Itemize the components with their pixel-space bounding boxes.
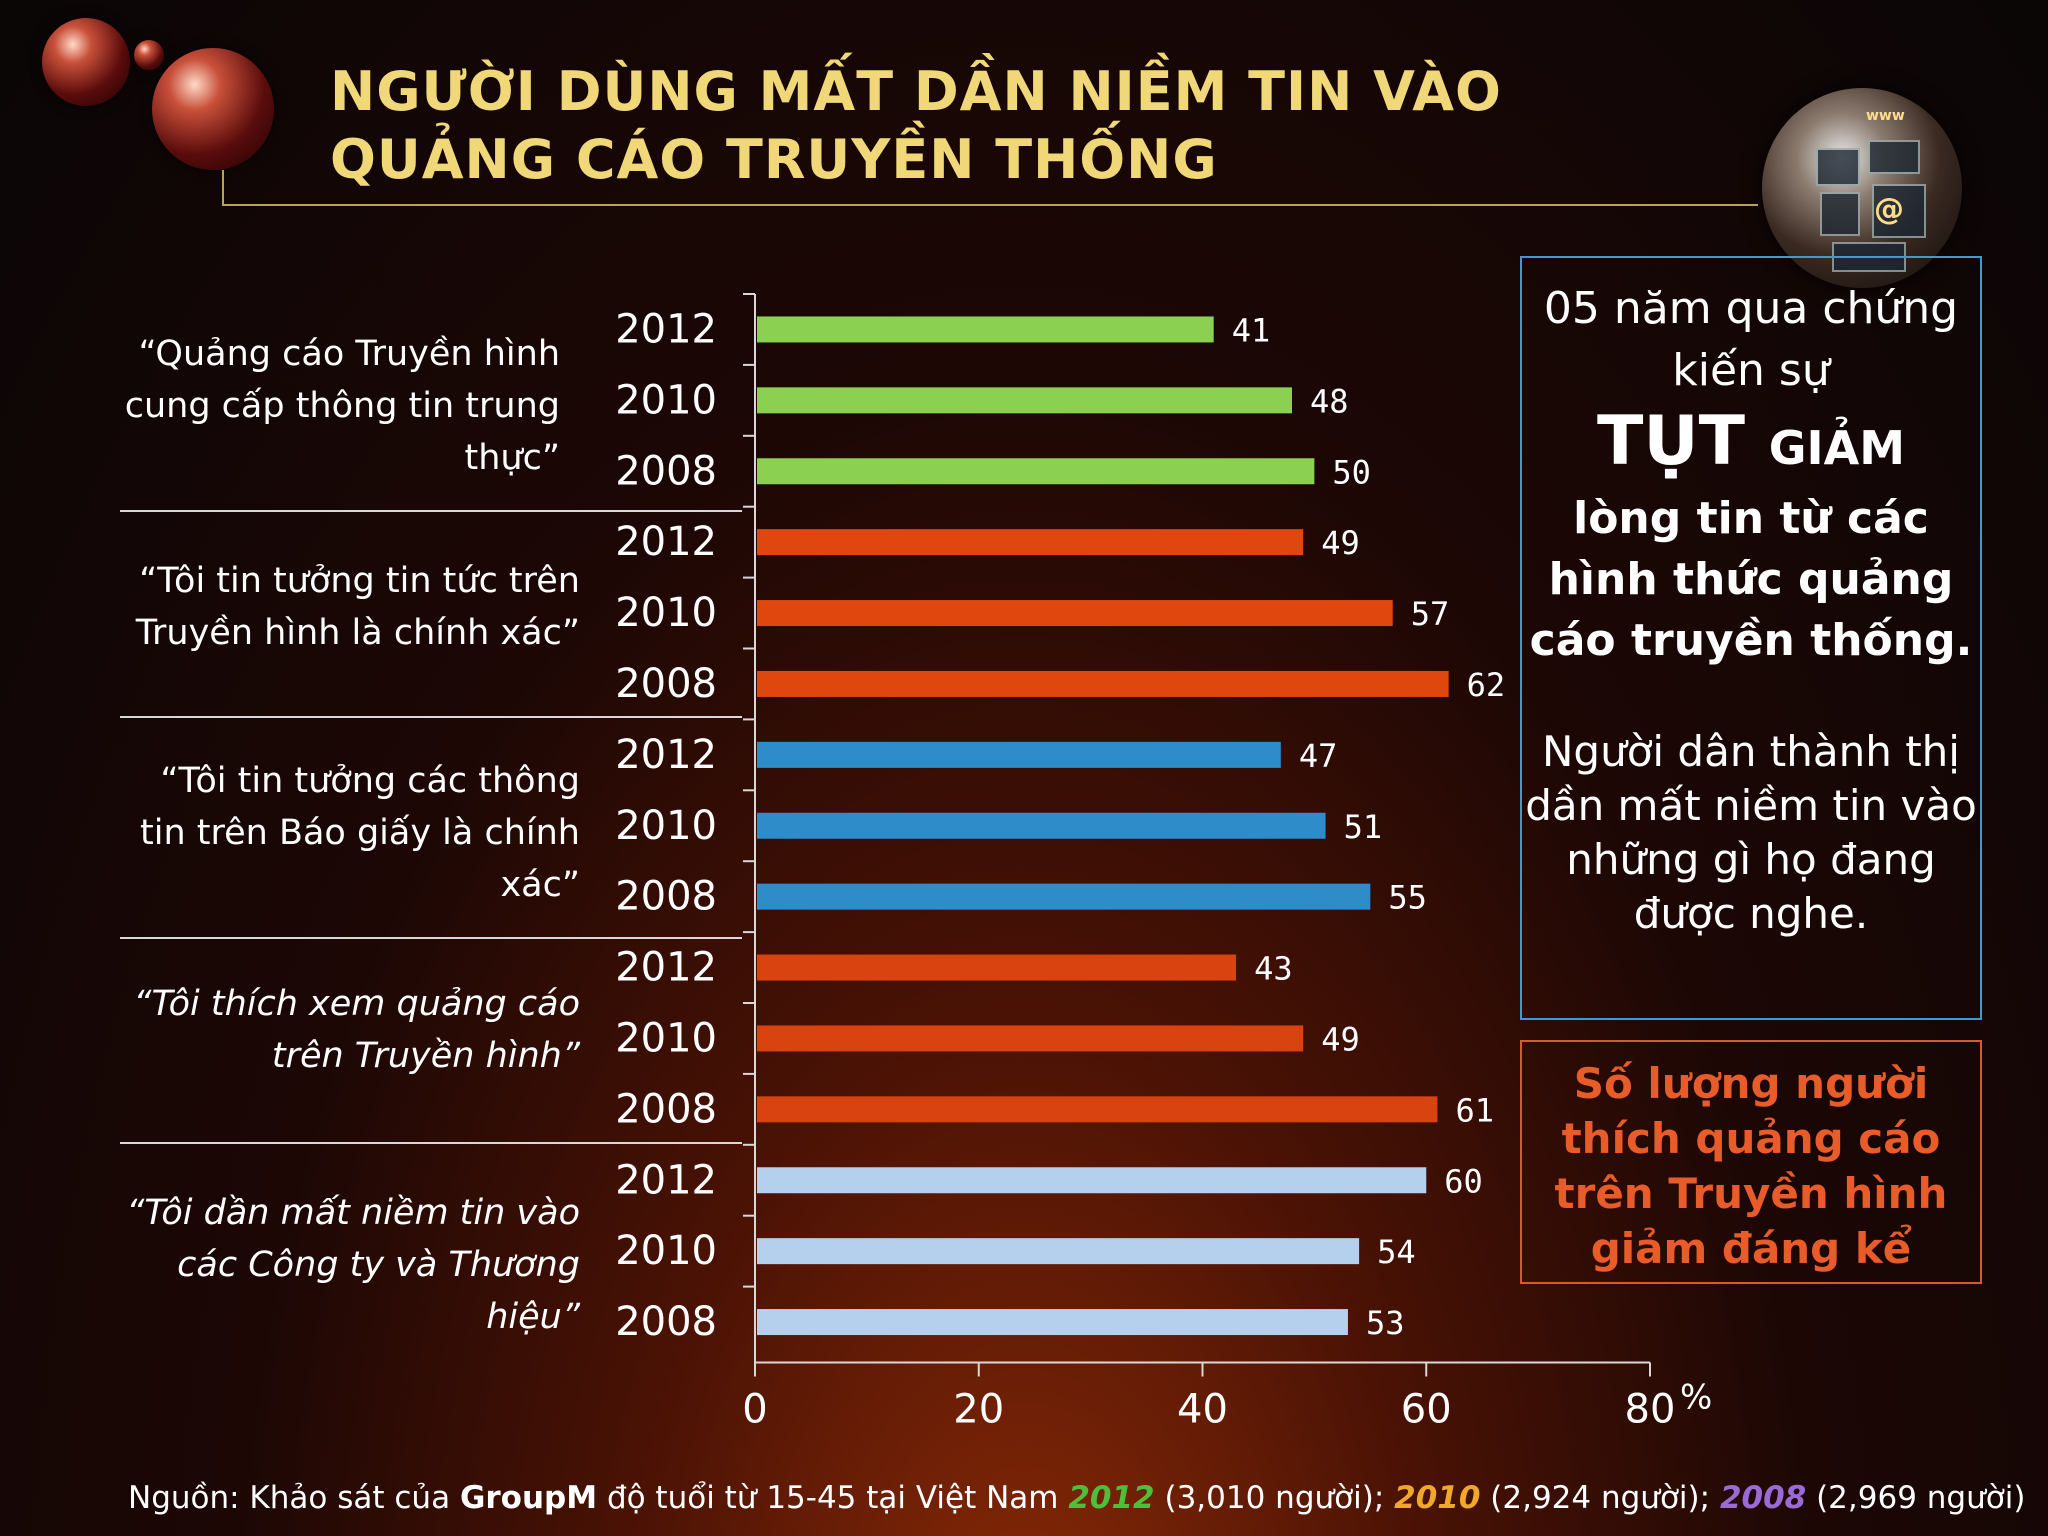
title-underline bbox=[222, 204, 1758, 206]
year-label: 2012 bbox=[615, 1157, 717, 1203]
summary-headline: TỤT GIẢM bbox=[1522, 402, 1980, 488]
decorative-bubble-medium bbox=[152, 48, 274, 170]
category-label-3: “Tôi thích xem quảng cáo trên Truyền hìn… bbox=[133, 984, 580, 1076]
data-label: 62 bbox=[1467, 666, 1506, 704]
group-separator bbox=[120, 716, 742, 718]
source-year-2012: 2012 bbox=[1068, 1480, 1155, 1516]
group-separator bbox=[120, 510, 742, 512]
data-label: 53 bbox=[1366, 1304, 1405, 1342]
data-label: 49 bbox=[1321, 524, 1360, 562]
bar-1-0 bbox=[757, 529, 1304, 556]
source-count-2008: (2,969 người) bbox=[1816, 1480, 2026, 1516]
decorative-bubble-small bbox=[134, 40, 164, 70]
year-label: 2008 bbox=[615, 1299, 717, 1345]
source-prefix: Nguồn: Khảo sát của bbox=[128, 1480, 451, 1516]
category-label-4: “Tôi dần mất niềm tin vào các Công ty và… bbox=[126, 1193, 580, 1337]
x-axis-unit: % bbox=[1680, 1378, 1712, 1418]
data-label: 57 bbox=[1411, 595, 1450, 633]
year-label: 2012 bbox=[615, 732, 717, 778]
bar-1-2 bbox=[757, 670, 1449, 697]
x-tick-label: 40 bbox=[1177, 1387, 1228, 1433]
summary-box: 05 năm qua chứng kiến sự TỤT GIẢM lòng t… bbox=[1520, 256, 1982, 1020]
source-middle: độ tuổi từ 15-45 tại Việt Nam bbox=[606, 1480, 1059, 1516]
data-label: 51 bbox=[1344, 808, 1383, 846]
year-label: 2010 bbox=[615, 1015, 717, 1061]
group-separator bbox=[120, 1142, 742, 1144]
summary-headline-word-a: TỤT bbox=[1597, 402, 1746, 481]
source-note: Nguồn: Khảo sát của GroupM độ tuổi từ 15… bbox=[128, 1478, 2028, 1518]
data-label: 48 bbox=[1310, 382, 1349, 420]
category-label-1: “Tôi tin tưởng tin tức trên Truyền hình … bbox=[135, 561, 580, 653]
bar-0-2 bbox=[757, 458, 1315, 485]
year-label: 2008 bbox=[615, 661, 717, 707]
data-label: 61 bbox=[1455, 1091, 1494, 1129]
highlight-box: Số lượng người thích quảng cáo trên Truy… bbox=[1520, 1040, 1982, 1284]
year-label: 2012 bbox=[615, 519, 717, 565]
source-year-2010: 2010 bbox=[1394, 1480, 1481, 1516]
year-label: 2008 bbox=[615, 874, 717, 920]
data-label: 55 bbox=[1388, 879, 1427, 917]
globe-icon: @ www bbox=[1762, 88, 1962, 288]
x-tick-label: 20 bbox=[953, 1387, 1004, 1433]
category-label-2: “Tôi tin tưởng các thông tin trên Báo gi… bbox=[140, 761, 580, 905]
category-label-0: “Quảng cáo Truyền hình cung cấp thông ti… bbox=[124, 334, 560, 478]
year-label: 2010 bbox=[615, 1228, 717, 1274]
year-label: 2010 bbox=[615, 590, 717, 636]
x-tick-label: 0 bbox=[742, 1387, 767, 1433]
highlight-text: Số lượng người thích quảng cáo trên Truy… bbox=[1554, 1059, 1948, 1273]
page-title: NGƯỜI DÙNG MẤT DẦN NIỀM TIN VÀO QUẢNG CÁ… bbox=[330, 60, 1502, 191]
source-count-2012: (3,010 người); bbox=[1164, 1480, 1385, 1516]
bar-2-0 bbox=[757, 741, 1281, 768]
data-label: 54 bbox=[1377, 1233, 1416, 1271]
summary-intro: 05 năm qua chứng kiến sự bbox=[1543, 283, 1959, 396]
summary-bold-text: lòng tin từ các hình thức quảng cáo truy… bbox=[1529, 493, 1973, 666]
data-label: 49 bbox=[1321, 1020, 1360, 1058]
source-year-2008: 2008 bbox=[1719, 1480, 1807, 1516]
bar-3-2 bbox=[757, 1096, 1438, 1123]
title-underline-tick bbox=[222, 170, 224, 206]
bar-chart: 2012 41 2010 48 2008 50 2012 49 2010 57 2008 62 2012… bbox=[615, 293, 1712, 1433]
data-label: 43 bbox=[1254, 950, 1293, 988]
year-label: 2010 bbox=[615, 377, 717, 423]
year-label: 2012 bbox=[615, 306, 717, 352]
year-label: 2012 bbox=[615, 945, 717, 991]
source-org: GroupM bbox=[459, 1480, 598, 1516]
bar-2-1 bbox=[757, 812, 1326, 839]
data-label: 60 bbox=[1444, 1162, 1483, 1200]
source-count-2010: (2,924 người); bbox=[1490, 1480, 1711, 1516]
bar-4-2 bbox=[757, 1309, 1348, 1336]
bar-0-0 bbox=[757, 316, 1214, 343]
data-label: 47 bbox=[1299, 737, 1338, 775]
decorative-bubble-large bbox=[42, 18, 130, 106]
bar-4-1 bbox=[757, 1238, 1360, 1265]
summary-detail: Người dân thành thị dần mất niềm tin vào… bbox=[1525, 727, 1977, 938]
bar-4-0 bbox=[757, 1167, 1427, 1194]
bar-3-0 bbox=[757, 954, 1237, 981]
group-separator bbox=[120, 937, 742, 939]
bar-2-2 bbox=[757, 883, 1371, 910]
summary-headline-word-b: GIẢM bbox=[1768, 421, 1905, 475]
x-tick-label: 60 bbox=[1401, 1387, 1452, 1433]
data-label: 50 bbox=[1332, 453, 1371, 491]
year-label: 2008 bbox=[615, 448, 717, 494]
x-tick-label: 80 bbox=[1625, 1387, 1676, 1433]
bar-0-1 bbox=[757, 387, 1292, 414]
data-label: 41 bbox=[1232, 311, 1271, 349]
bar-3-1 bbox=[757, 1025, 1304, 1052]
year-label: 2010 bbox=[615, 803, 717, 849]
bar-1-1 bbox=[757, 600, 1393, 627]
year-label: 2008 bbox=[615, 1086, 717, 1132]
